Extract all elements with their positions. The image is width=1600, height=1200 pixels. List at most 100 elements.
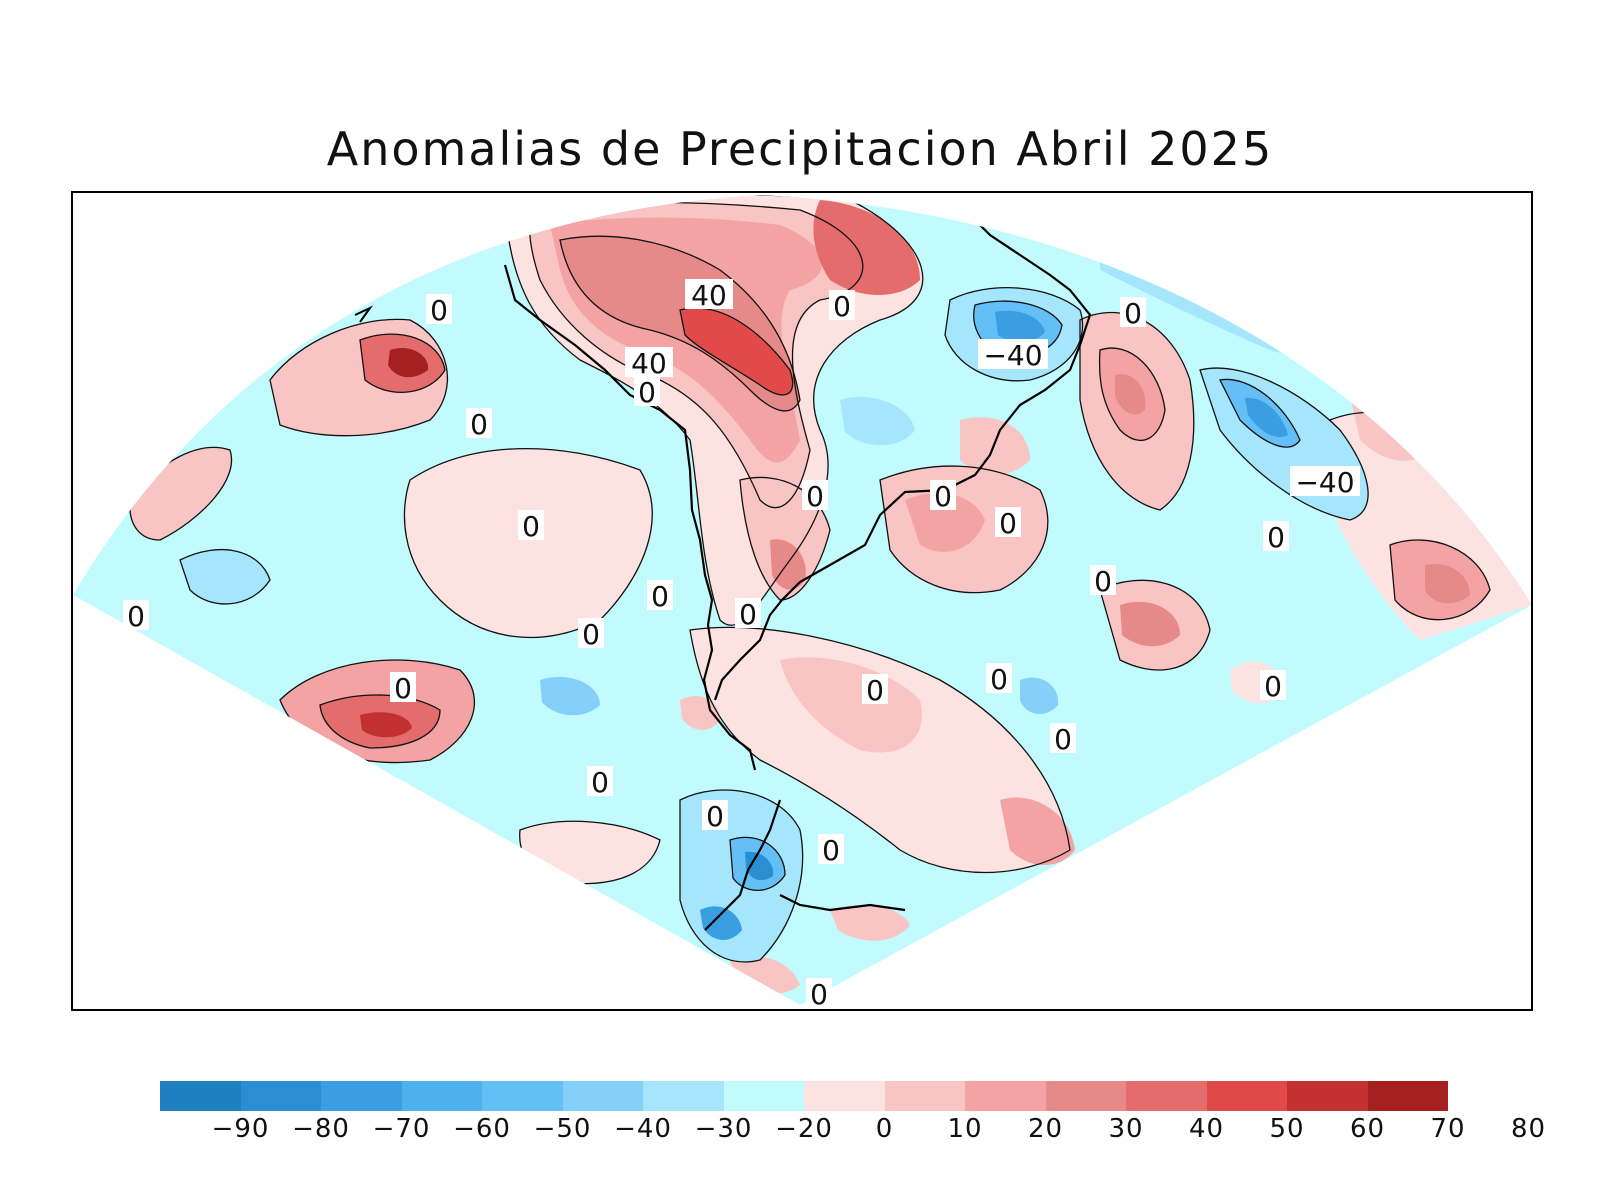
coastline <box>354 305 374 323</box>
contour-label: 0 <box>1094 565 1112 598</box>
contour-label: 0 <box>582 618 600 651</box>
colorbar-tick-label: −40 <box>614 1114 672 1144</box>
contour-line <box>559 235 801 412</box>
contour-label: 40 <box>631 347 667 380</box>
contour-label: 40 <box>691 279 727 312</box>
colorbar-swatch <box>1045 1081 1126 1111</box>
colorbar-tick-label: −90 <box>211 1114 270 1144</box>
colorbar-tick-label: −70 <box>372 1114 431 1144</box>
colorbar-tick-label: 20 <box>1027 1114 1064 1144</box>
contour-line <box>739 476 831 601</box>
contour-label: 0 <box>1264 670 1282 703</box>
contour-label: −40 <box>1295 466 1354 499</box>
contour-label: 0 <box>866 674 884 707</box>
contour-label: 0 <box>739 598 757 631</box>
colorbar-swatch <box>643 1081 724 1111</box>
contour-label: 0 <box>127 600 145 633</box>
anomaly-patch <box>388 347 429 378</box>
colorbar-swatch <box>1367 1081 1448 1111</box>
colorbar-tick-label: 80 <box>1510 1114 1547 1144</box>
anomaly-patch <box>745 851 774 881</box>
anomaly-patch <box>1425 564 1470 604</box>
contour-line <box>1099 579 1211 671</box>
colorbar-tick-label: −30 <box>694 1114 753 1144</box>
colorbar-tick-label: 10 <box>947 1114 983 1144</box>
contour-label: 0 <box>822 834 840 867</box>
anomaly-patch <box>1000 797 1075 865</box>
anomaly-patch <box>905 492 985 552</box>
contour-labels-south: 0 0 0 <box>702 800 844 1011</box>
anomaly-patch <box>404 448 653 638</box>
contour-label: 0 <box>638 376 656 409</box>
map-title: Anomalias de Precipitacion Abril 2025 <box>326 122 1274 176</box>
colorbar-tick-label: 70 <box>1430 1114 1466 1144</box>
colorbar-tick-label: 0 <box>875 1114 894 1144</box>
anomaly-patch <box>540 676 600 716</box>
anomaly-patch <box>1020 677 1059 715</box>
contour-line <box>1098 347 1166 441</box>
colorbar-swatch <box>160 1081 241 1111</box>
contour-line <box>679 307 794 396</box>
colorbar-swatch <box>321 1081 402 1111</box>
contour-label: 0 <box>394 672 412 705</box>
contour-line <box>319 694 441 749</box>
contour-label: 0 <box>990 663 1008 696</box>
contour-labels: 0 0 0 0 0 0 0 0 0 0 0 0 0 0 0 0 0 0 0 0 … <box>123 279 1360 799</box>
contour-label: 0 <box>934 480 952 513</box>
colorbar-swatch <box>1126 1081 1207 1111</box>
colorbar-swatch <box>965 1081 1046 1111</box>
colorbar-tick-label: 50 <box>1269 1114 1305 1144</box>
colorbar <box>160 1081 1448 1111</box>
contour-line <box>689 626 1071 874</box>
contour-line <box>129 446 233 541</box>
anomaly-patch <box>813 200 920 295</box>
anomaly-patch <box>1120 601 1180 647</box>
contour-label: −40 <box>983 339 1042 372</box>
anomaly-patch <box>360 712 412 738</box>
contour-label: 0 <box>806 480 824 513</box>
contour-line <box>269 318 449 437</box>
contour-label: 0 <box>470 408 488 441</box>
colorbar-swatch <box>804 1081 885 1111</box>
contour-label: 0 <box>1124 297 1142 330</box>
colorbar-swatch <box>482 1081 563 1111</box>
contour-label: 0 <box>651 580 669 613</box>
colorbar-tick-label: 60 <box>1349 1114 1386 1144</box>
contour-label: 0 <box>591 766 609 799</box>
contour-label: 0 <box>430 294 448 327</box>
colorbar-tick-label: −20 <box>775 1114 833 1144</box>
anomaly-patch <box>770 539 806 590</box>
contour-label: 0 <box>706 800 724 833</box>
anomaly-patch <box>830 905 910 941</box>
colorbar-swatch <box>562 1081 643 1111</box>
anomaly-patch <box>840 396 915 446</box>
anomaly-patch <box>700 906 742 940</box>
colorbar-swatch <box>240 1081 321 1111</box>
contour-line <box>1389 539 1491 621</box>
contour-label: 0 <box>1267 521 1285 554</box>
contour-label: 0 <box>810 978 828 1011</box>
anomaly-patch <box>129 447 232 540</box>
anomaly-patch <box>1115 374 1146 415</box>
colorbar-swatch <box>884 1081 965 1111</box>
contour-label: 0 <box>522 510 540 543</box>
colorbar-swatch <box>1206 1081 1287 1111</box>
coastline <box>503 203 1092 931</box>
positive-anomaly-patches <box>129 195 1532 995</box>
anomaly-patch <box>1245 397 1288 438</box>
anomaly-patch <box>960 417 1030 475</box>
colorbar-tick-label: −50 <box>533 1114 592 1144</box>
contour-label: 0 <box>1054 723 1072 756</box>
anomaly-patch <box>680 308 793 395</box>
contour-line <box>879 465 1049 594</box>
anomaly-patch <box>995 310 1045 343</box>
contour-line <box>944 287 1084 382</box>
colorbar-tick-label: 30 <box>1108 1114 1144 1144</box>
colorbar-ticks: −90 −80 −70 −60 −50 −40 −30 −20 0 10 20 30 40 50 60 70 8… <box>160 1114 1545 1144</box>
contour-line <box>528 201 864 509</box>
map-frame <box>71 191 1533 1011</box>
contour-line <box>179 548 271 605</box>
contour-line <box>1199 367 1369 521</box>
colorbar-swatch <box>1287 1081 1368 1111</box>
